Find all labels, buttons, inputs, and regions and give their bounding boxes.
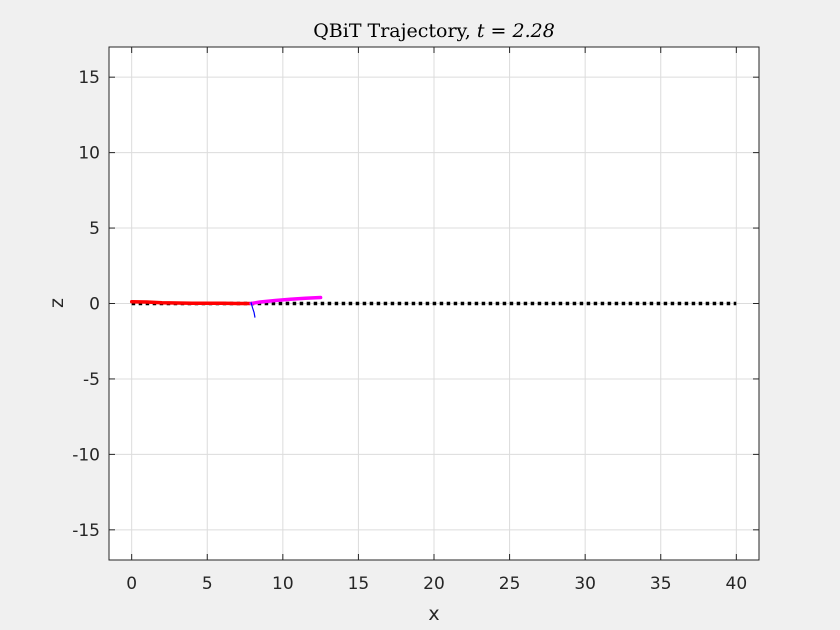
x-tick-label: 5 — [202, 574, 213, 594]
x-tick-label: 40 — [726, 574, 748, 594]
chart-title: QBiT Trajectory, t = 2.28 — [313, 20, 555, 42]
tick-layer: 0 5 10 15 20 25 30 35 40 -15 -10 -5 0 5 10 15 — [72, 47, 759, 594]
x-tick-label: 10 — [272, 574, 294, 594]
y-axis-label: z — [46, 298, 68, 308]
x-tick-label: 0 — [126, 574, 137, 594]
x-tick-label: 30 — [574, 574, 596, 594]
series-layer — [129, 295, 737, 318]
y-tick-label: -5 — [83, 370, 100, 390]
x-tick-label: 15 — [348, 574, 370, 594]
y-tick-label: 15 — [78, 68, 100, 88]
y-tick-label: -10 — [72, 445, 100, 465]
y-tick-label: 10 — [78, 144, 100, 164]
x-axis-label: x — [428, 603, 439, 625]
x-tick-label: 25 — [499, 574, 521, 594]
grid — [109, 47, 759, 560]
series-line-3 — [250, 302, 256, 318]
chart-title-math: t = 2.28 — [477, 20, 555, 42]
y-tick-label: -15 — [72, 521, 100, 541]
x-tick-label: 35 — [650, 574, 672, 594]
y-tick-label: 5 — [89, 219, 100, 239]
x-tick-label: 20 — [423, 574, 445, 594]
y-tick-label: 0 — [89, 295, 100, 315]
series-line-1 — [129, 299, 252, 306]
series-line-2 — [249, 295, 323, 306]
